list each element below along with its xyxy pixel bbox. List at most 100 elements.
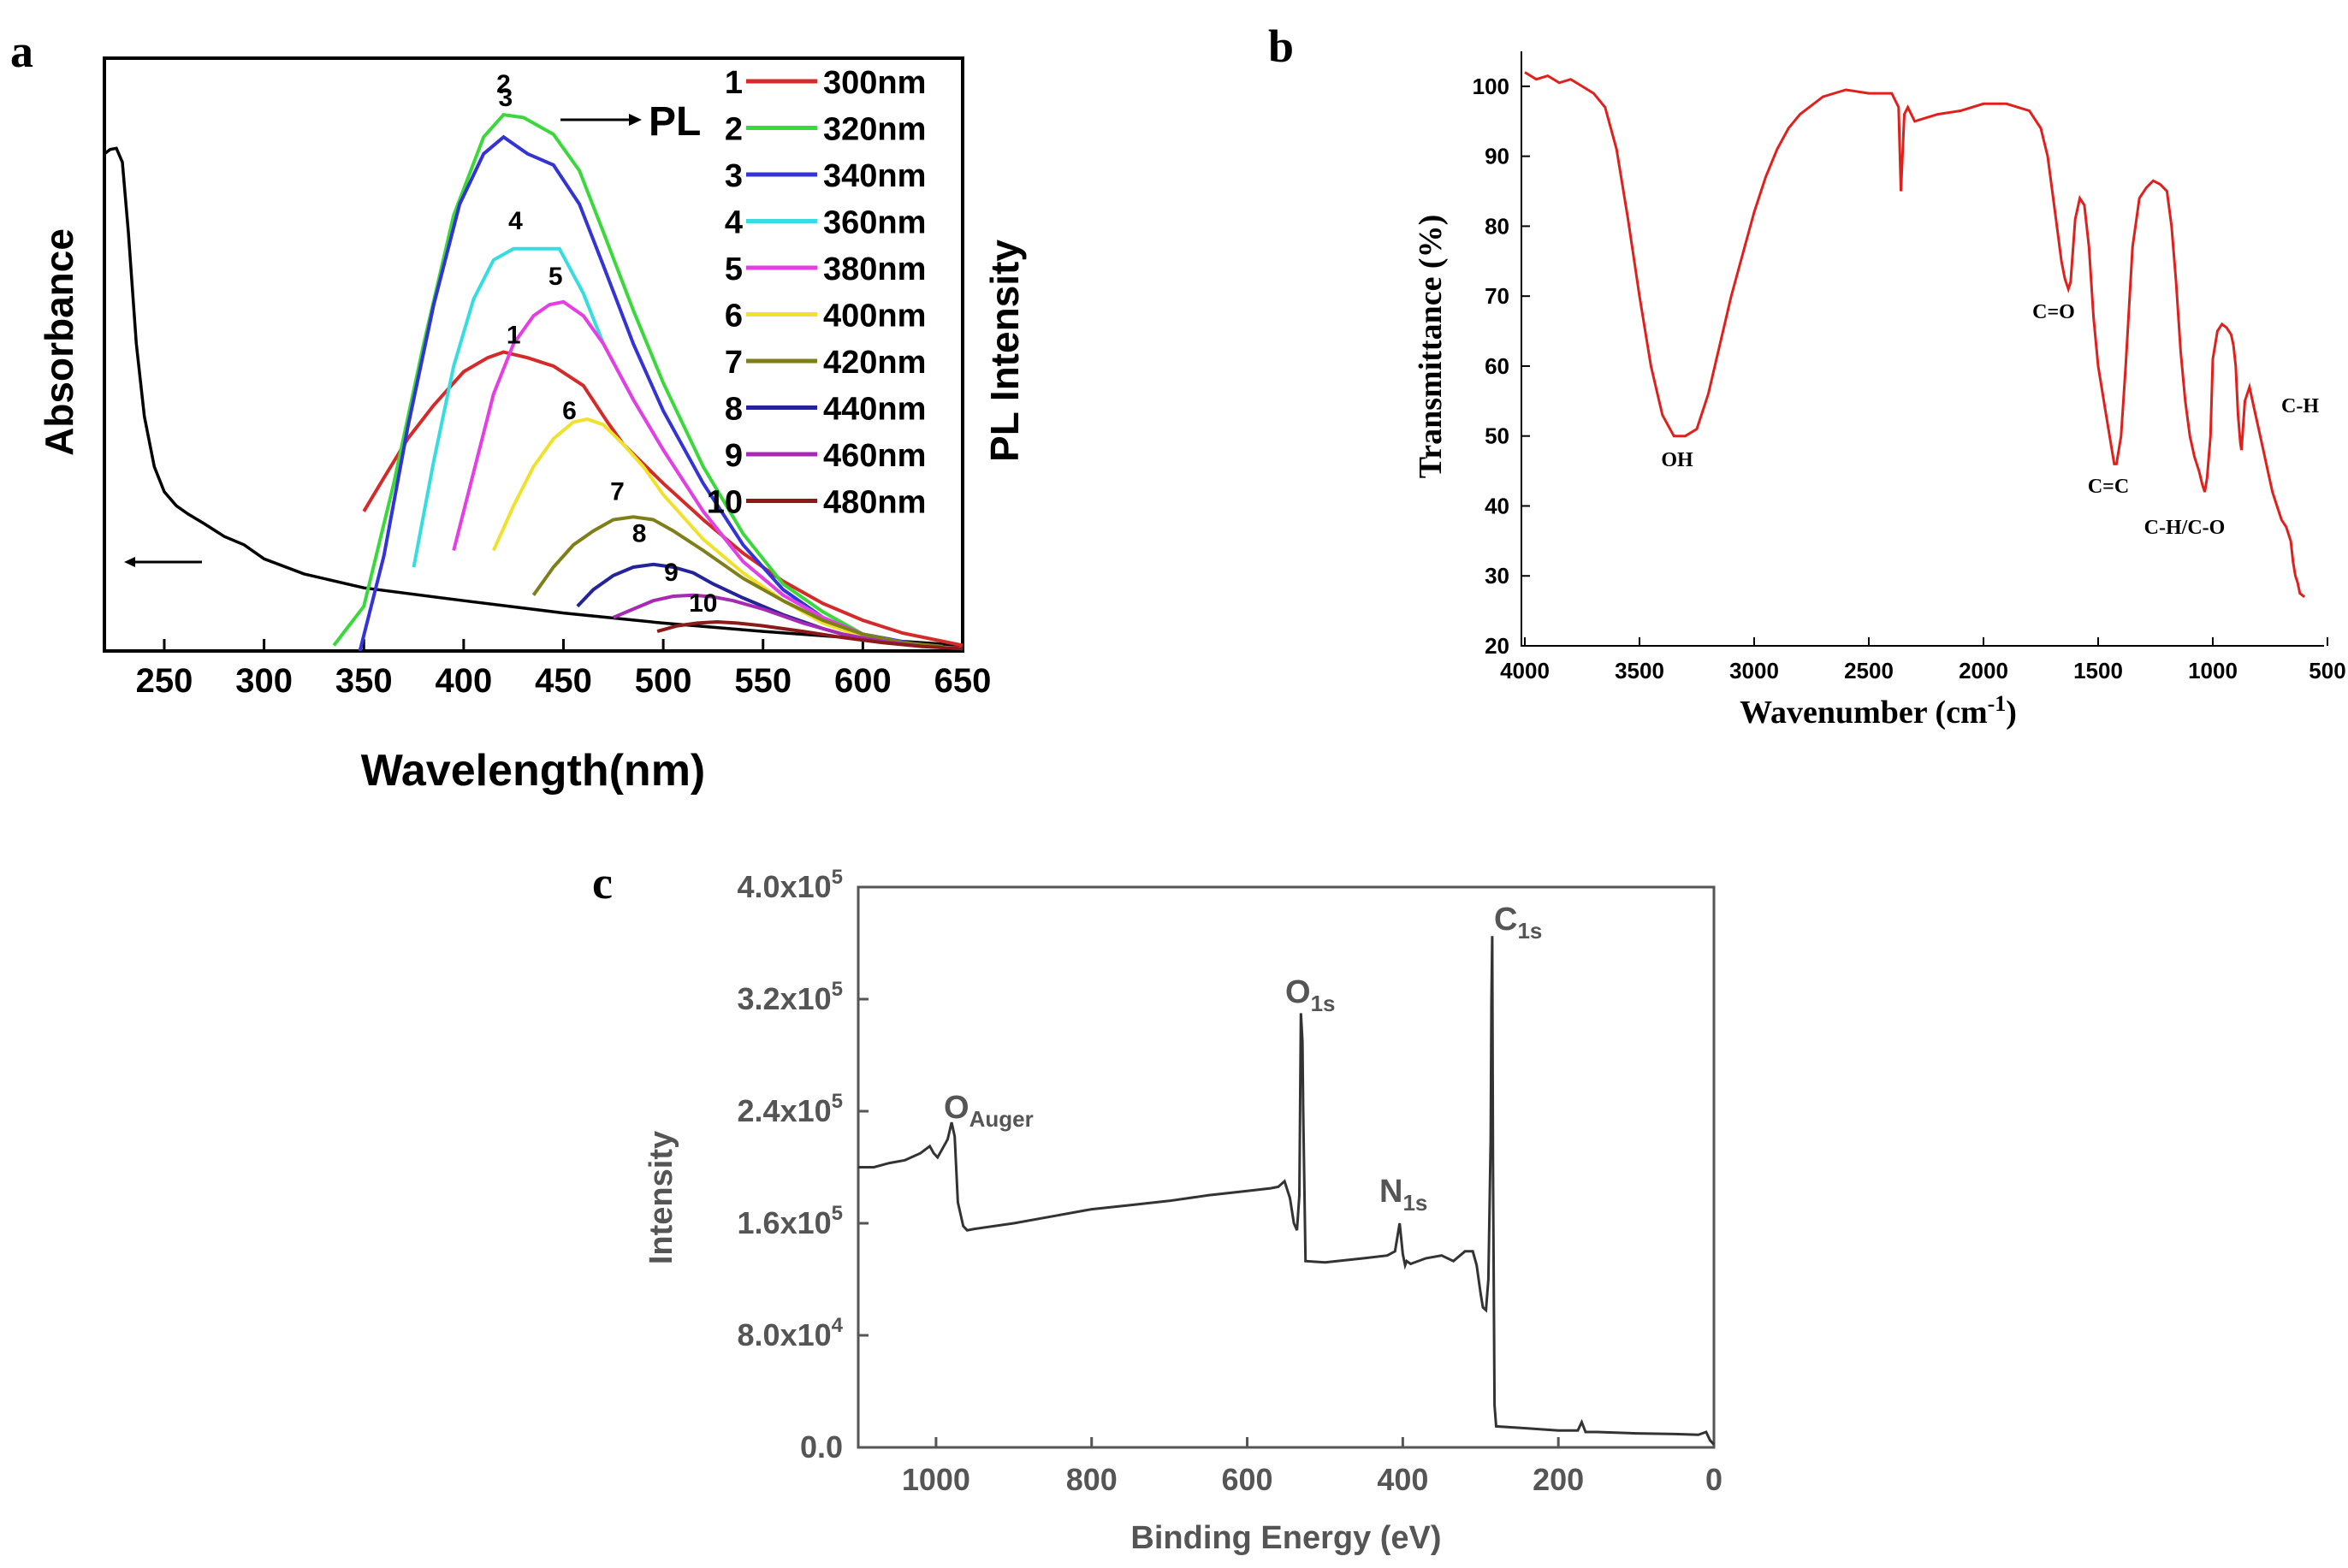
pl-line-420nm: [531, 515, 943, 648]
panel-c-y-tick-label: 2.4x105: [738, 1090, 843, 1128]
panel-a-y-axis-label: Absorbance: [37, 228, 81, 456]
panel-a-x-axis-label: Wavelength(nm): [361, 746, 706, 796]
panel-b-x-tick-label: 1500: [2073, 658, 2123, 683]
panel-b-x-tick-label: 3000: [1729, 658, 1779, 683]
panel-c: c 1000 800 600 400 200 0 0.0 8.0x104 1.6x105 2.4x…: [592, 857, 1722, 1556]
peak-label-n1s: N1s: [1379, 1174, 1427, 1216]
panel-b-x-tick-label: 4000: [1500, 658, 1550, 683]
panel-a-frame: [103, 56, 964, 653]
peak-label-oh: OH: [1661, 449, 1693, 471]
panel-c-x-tick-label: 400: [1377, 1462, 1428, 1497]
legend-index-2: 2: [725, 112, 743, 148]
legend-entry-8: 440nm: [823, 392, 926, 428]
xps-survey-line: [858, 936, 1716, 1446]
panel-b-axes: [1521, 51, 2324, 647]
legend-index-6: 6: [725, 299, 743, 334]
panel-b-x-tick-label: 2000: [1959, 658, 2008, 683]
panel-c-x-axis-label: Binding Energy (eV): [1130, 1520, 1441, 1556]
legend-entry-7: 420nm: [823, 345, 926, 381]
panel-a-x-tick-label: 350: [335, 662, 393, 700]
panel-b-y-tick-label: 80: [1485, 213, 1509, 239]
pl-curve-label-7: 7: [610, 477, 625, 506]
panel-a-y2-axis-label: PL Intensity: [982, 240, 1027, 462]
legend-entry-1: 300nm: [823, 65, 926, 101]
panel-label-a: a: [10, 26, 33, 77]
legend-entry-6: 400nm: [823, 299, 926, 334]
panel-b-ticks: 4000 3500 3000 2500 2000 1500 1000 500 20 30 40 50 6…: [1473, 74, 2346, 683]
ftir-spectrum-line: [1524, 71, 2306, 598]
legend-index-10: 10: [707, 485, 743, 521]
pl-curve-label-5: 5: [548, 263, 563, 291]
panel-c-ticks: 1000 800 600 400 200 0 0.0 8.0x104 1.6x105 2.4x10…: [738, 866, 1722, 1497]
pl-line-380nm: [452, 299, 914, 648]
legend-entry-2: 320nm: [823, 112, 926, 148]
legend-index-9: 9: [725, 438, 743, 474]
panel-a: a 250 300 350 400 450 500 550 600 650 Wavelength…: [10, 26, 1027, 796]
legend-entry-3: 340nm: [823, 158, 926, 194]
peak-label-c-h-c-o: C-H/C-O: [2144, 517, 2226, 539]
peak-label-o1s: O1s: [1285, 974, 1335, 1016]
panel-a-x-tick-label: 600: [834, 662, 892, 700]
legend-index-8: 8: [725, 392, 743, 428]
panel-c-y-tick-label: 1.6x105: [738, 1202, 843, 1240]
panel-b-y-tick-label: 90: [1485, 144, 1509, 169]
panel-b-x-axis-label: Wavenumber (cm-1): [1740, 691, 2017, 731]
legend-index-1: 1: [725, 65, 743, 101]
pl-curve-label-6: 6: [562, 397, 577, 425]
panel-c-y-axis-label: Intensity: [643, 1131, 679, 1264]
peak-label-c-c: C=C: [2088, 476, 2129, 498]
panel-c-x-tick-label: 200: [1533, 1462, 1584, 1497]
peak-label-c1s: C1s: [1494, 902, 1542, 944]
panel-b-y-tick-label: 100: [1473, 74, 1509, 99]
pl-line-300nm: [362, 350, 964, 648]
panel-label-b: b: [1268, 21, 1294, 72]
pl-arrow-head: [629, 114, 642, 126]
panel-label-c: c: [592, 857, 613, 908]
panel-a-x-tick-label: 500: [635, 662, 692, 700]
panel-a-legend: 1 300nm 2 320nm 3 340nm 4 360nm 5 380nm 6 400nm 7 420…: [707, 65, 927, 521]
legend-index-5: 5: [725, 251, 743, 287]
panel-c-y-tick-label: 8.0x104: [738, 1314, 844, 1352]
panel-c-y-tick-label: 0.0: [800, 1429, 843, 1464]
panel-b-y-tick-label: 20: [1485, 633, 1509, 659]
pl-arrow-label: PL: [649, 99, 701, 145]
peak-label-c-o: C=O: [2032, 301, 2075, 323]
panel-b-x-tick-label: 3500: [1615, 658, 1664, 683]
pl-curve-label-8: 8: [632, 519, 647, 547]
panel-b-x-tick-label: 2500: [1844, 658, 1894, 683]
legend-entry-10: 480nm: [823, 485, 926, 521]
panel-c-x-tick-label: 0: [1705, 1462, 1722, 1497]
panel-c-x-tick-label: 600: [1222, 1462, 1273, 1497]
pl-curve-label-4: 4: [508, 207, 523, 235]
legend-entry-9: 460nm: [823, 438, 926, 474]
panel-a-x-ticks: 250 300 350 400 450 500 550 600 650: [136, 639, 992, 700]
panel-b-y-tick-label: 70: [1485, 283, 1509, 309]
panel-a-x-tick-label: 250: [136, 662, 193, 700]
legend-index-3: 3: [725, 158, 743, 194]
panel-a-curves: [103, 112, 964, 652]
panel-b-x-tick-label: 500: [2309, 658, 2345, 683]
legend-index-7: 7: [725, 345, 743, 381]
panel-c-frame: [857, 885, 1716, 1449]
panel-a-x-tick-label: 450: [535, 662, 592, 700]
panel-a-curve-labels: 1 23 45 6 789 10: [496, 70, 717, 618]
pl-curve-label-9: 9: [664, 559, 679, 587]
pl-curve-label-3: 3: [499, 84, 513, 112]
legend-index-4: 4: [725, 205, 743, 241]
panel-c-x-tick-label: 1000: [902, 1462, 970, 1497]
panel-a-x-tick-label: 300: [235, 662, 293, 700]
panel-b-x-tick-label: 1000: [2188, 658, 2238, 683]
panel-b-y-tick-label: 60: [1485, 353, 1509, 379]
panel-b-y-tick-label: 30: [1485, 563, 1509, 589]
pl-curve-label-2: 2: [496, 70, 511, 98]
panel-c-x-tick-label: 800: [1066, 1462, 1118, 1497]
panel-a-x-tick-label: 550: [734, 662, 792, 700]
panel-b: b 4000 3500 3000 2500 2000 1500 1000 500 20 30 40 5…: [1268, 21, 2346, 731]
pl-line-460nm: [613, 593, 923, 648]
absorbance-line: [103, 146, 964, 648]
panel-a-x-tick-label: 400: [435, 662, 492, 700]
peak-label-o-auger: OAuger: [944, 1090, 1034, 1132]
pl-line-340nm: [358, 134, 923, 652]
panel-a-x-tick-label: 650: [934, 662, 992, 700]
